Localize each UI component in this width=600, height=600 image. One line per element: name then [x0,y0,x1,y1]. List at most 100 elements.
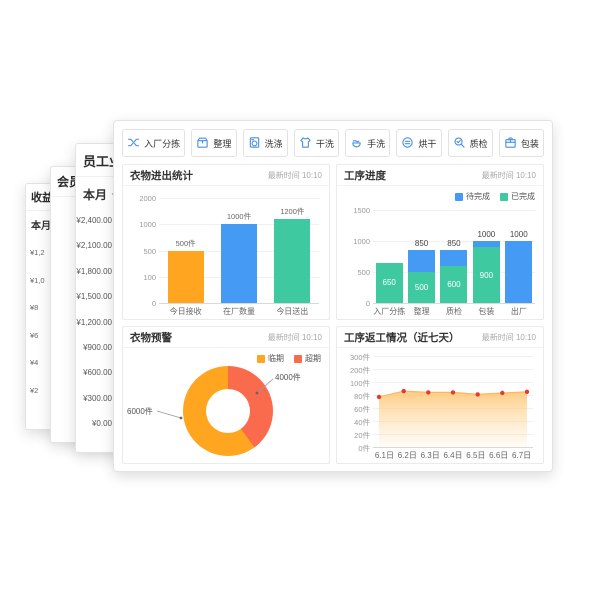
bar[interactable] [274,219,311,303]
shuffle-icon [127,136,140,151]
bar-segment-done[interactable]: 650 [375,262,403,303]
legend-item-临期[interactable]: 临期 [257,353,284,364]
bar-total-label: 1000 [509,230,528,239]
y-axis-tick: 100 [143,272,156,282]
toolbar-button-洗涤[interactable]: 洗涤 [242,129,288,157]
axis-value: ¥900.00 [83,342,112,352]
bar-segment-done[interactable]: 600 [440,265,468,303]
slice-label-nearexpiry: 6000件 [127,407,153,416]
process-toolbar: 入厂分拣 整理 洗涤 干洗 手洗 烘干 质检 包装 [114,121,552,157]
package-icon [504,136,517,151]
axis-value: ¥4 [30,358,39,367]
bars: 500件 1000件 1200件 [159,198,319,303]
bar-column: 1000件 [220,198,257,303]
gridline [373,241,535,242]
x-axis-label: 6.4日 [443,451,463,460]
bar-segment-todo[interactable] [472,241,500,248]
donut[interactable] [183,366,273,456]
x-axis-label: 今日送出 [276,307,309,316]
card-title: 工序进度 [344,169,386,182]
gridline [373,382,533,383]
card-timestamp: 最新时间 10:10 [481,332,536,342]
toolbar-button-label: 整理 [213,138,232,149]
toolbar-button-label: 干洗 [315,138,334,149]
box-icon [196,136,209,151]
axis-value: ¥2 [30,385,39,395]
dryer-icon [401,136,414,151]
axis-value: ¥8 [30,303,39,312]
y-axis-tick: 100件 [349,379,370,388]
y-axis-tick: 20件 [354,431,370,440]
legend-chip [455,192,463,201]
card-timestamp: 最新时间 10:10 [267,170,322,180]
shirt-icon [299,136,312,151]
card-title: 衣物进出统计 [130,169,193,182]
legend-item-超期[interactable]: 超期 [294,353,321,364]
gridline [159,303,319,304]
legend-label: 待完成 [466,192,490,201]
progress-stacked-bar-chart: 待完成 已完成 1500 1000 500 0 650 850 500 850 600 1000 900… [337,186,543,319]
slice-label-overdue: 4000件 [275,373,301,382]
axis-value: ¥1,2 [30,248,45,257]
x-axis-label: 入厂分拣 [373,307,406,316]
revenue-period-dropdown[interactable]: 本月 [31,221,51,232]
legend-item-待完成[interactable]: 待完成 [455,191,490,202]
bar-segment-todo[interactable] [505,241,533,303]
bar-total-label: 850 [414,239,429,249]
y-axis-tick: 1000 [139,220,156,230]
bar-total-label: 850 [447,239,461,249]
stacked-bar-column: 850 600 [440,210,468,303]
y-axis-tick: 500 [143,246,156,256]
gridline [373,210,535,211]
bar-segment-done[interactable]: 900 [472,247,500,303]
axis-value: ¥1,500.00 [76,292,112,302]
toolbar-button-干洗[interactable]: 干洗 [293,129,339,157]
toolbar-button-包装[interactable]: 包装 [498,129,544,157]
legend-label: 临期 [268,354,284,363]
axis-value: ¥1,800.00 [76,266,112,276]
stacked-bar-column: 1000 [505,210,533,303]
bar-segment-done[interactable]: 500 [408,272,436,303]
hand-wash-icon [350,136,363,151]
toolbar-button-手洗[interactable]: 手洗 [345,129,391,157]
y-axis-tick: 1000 [353,237,370,246]
x-axis-label: 6.5日 [466,451,486,460]
bar-column: 1200件 [274,198,311,303]
axis-value: ¥1,0 [30,275,45,285]
axis-value: ¥0.00 [91,419,112,429]
in-out-bar-chart: 2000 1000 500 100 0 500件 1000件 1200件 今日接收 在厂数量 今日送… [123,186,329,319]
bar[interactable] [220,224,257,303]
card-title: 工序返工情况（近七天） [344,331,460,344]
x-axis-label: 在厂数量 [222,307,255,316]
toolbar-button-质检[interactable]: 质检 [447,129,493,157]
bar-column: 500件 [167,198,204,303]
warning-donut-chart: 临期 超期 4000件 6000件 [123,348,329,463]
x-axis-labels: 入厂分拣 整理 质检 包装 出厂 [373,305,535,317]
bar-segment-todo[interactable] [408,250,436,272]
toolbar-button-烘干[interactable]: 烘干 [396,129,442,157]
chart-legend: 待完成 已完成 [455,191,535,202]
bar-segment-todo[interactable] [440,250,468,266]
stacked-bar-column: 650 [375,210,403,303]
y-axis-tick: 0件 [358,444,370,453]
toolbar-button-整理[interactable]: 整理 [191,129,237,157]
legend-item-已完成[interactable]: 已完成 [500,191,535,202]
toolbar-button-label: 洗涤 [264,138,283,149]
y-axis-tick: 0 [151,299,156,308]
bars: 650 850 500 850 600 1000 900 1000 [373,210,535,303]
card-timestamp: 最新时间 10:10 [481,170,536,180]
card-process-progress: 工序进度 最新时间 10:10 待完成 已完成 1500 1000 500 0 650 850… [336,164,544,320]
bar[interactable] [167,250,204,303]
y-axis-tick: 40件 [354,418,370,427]
x-axis-label: 6.7日 [512,451,532,460]
x-axis-label: 整理 [413,307,430,316]
area-plot [376,388,530,447]
y-axis-tick: 2000 [139,194,156,203]
donut-hole [206,389,250,433]
legend-label: 超期 [305,354,321,363]
toolbar-button-入厂分拣[interactable]: 入厂分拣 [122,129,186,157]
y-axis-tick: 300件 [349,353,370,362]
toolbar-button-label: 手洗 [367,138,386,149]
axis-value: ¥6 [30,330,39,340]
y-axis-tick: 80件 [354,392,370,401]
